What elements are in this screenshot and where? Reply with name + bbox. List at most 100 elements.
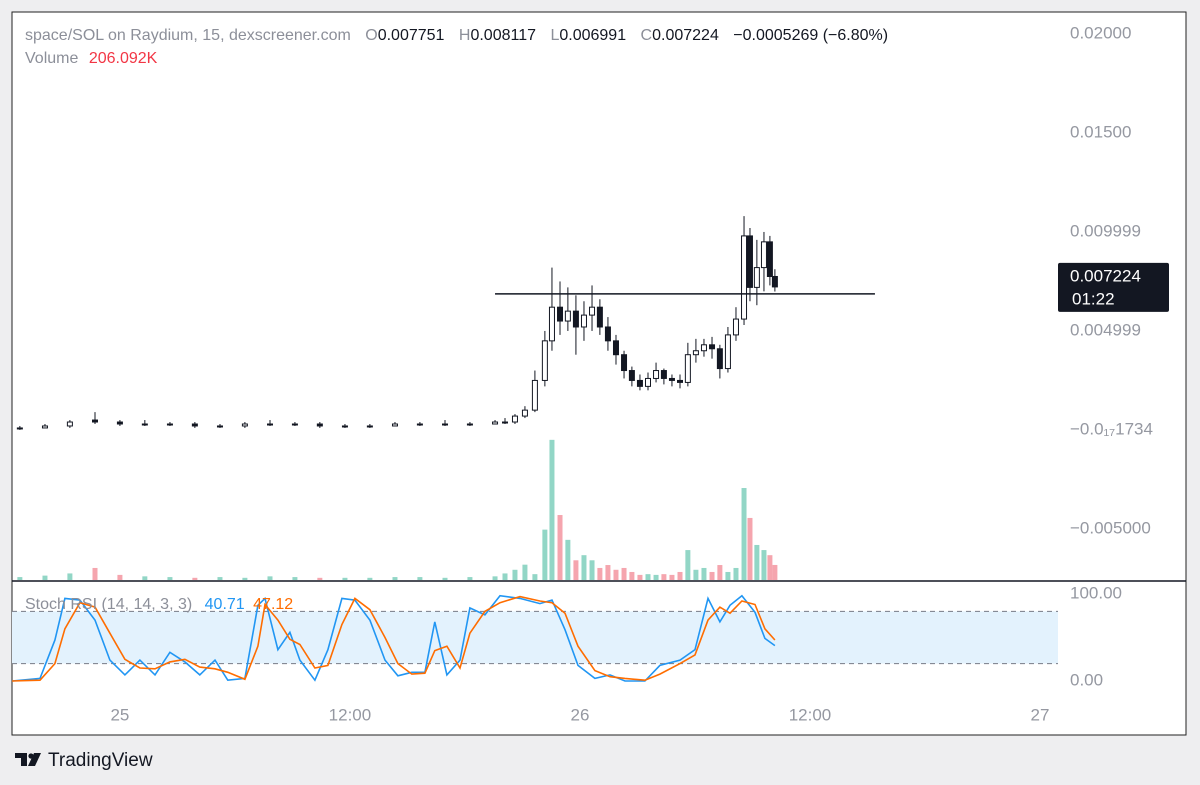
candle-body [660,370,667,379]
legend-value: 0.007224 [652,27,719,44]
legend-key: L [550,27,560,44]
candle-body [366,425,373,428]
indicator-title: Stoch RSI (14, 14, 3, 3) [25,596,193,613]
volume-bar [467,577,473,580]
logo [15,753,41,766]
candle-body [166,423,173,426]
candle-body [91,419,98,423]
volume-bar [367,577,373,580]
volume-bar [767,555,773,580]
volume-bar [621,567,627,580]
volume-bar [709,571,715,580]
volume-bar [761,550,767,580]
volume-bar [217,577,223,580]
legend-value: 0.006991 [559,27,627,44]
candle-body [709,344,716,350]
volume-bar [613,569,619,580]
y-tick-label: −0.0₁₇1734 [1070,419,1153,438]
logo-mark [28,753,41,766]
volume-bar [117,574,123,580]
candle-body [541,340,548,381]
volume-bar [192,577,198,580]
candle-body [16,427,23,430]
candle-body [116,421,123,425]
candle-body [580,314,587,328]
y-tick-label: 0.004999 [1070,320,1141,339]
y-tick-label: 0.00 [1070,671,1103,690]
y-tick-label: 100.00 [1070,583,1122,602]
legend-key: Volume [25,50,79,67]
candle-body [753,267,760,288]
x-tick-label: 12:00 [789,705,832,724]
volume-bar [317,577,323,580]
volume-bar [17,577,23,580]
candle-body [628,370,635,381]
volume-bar [92,567,98,580]
x-tick-label: 12:00 [329,705,372,724]
candle-body [636,379,643,387]
volume-bar [292,577,298,580]
candle-body [589,306,596,316]
candle-body [677,379,684,383]
volume-bar [42,575,48,580]
candle-body [216,425,223,428]
volume-bar [67,573,73,580]
candle-body [466,423,473,426]
band-fill [12,611,1058,664]
candle-body [564,310,571,322]
candle-body [416,423,423,426]
volume-bar [502,573,508,580]
legend-key: C [640,27,653,44]
candle-body [141,423,148,426]
volume-bar [442,577,448,580]
candle-body [391,423,398,427]
candle-body [241,423,248,427]
volume-bar [772,564,778,580]
symbol: space/SOL on Raydium, 15, dexscreener.co… [25,27,351,44]
volume-bar [522,564,528,580]
volume-bar [754,544,760,580]
price-label: 0.007224 [1070,266,1141,285]
volume-bar [725,571,731,580]
legend-key: O [365,27,378,44]
candle-body [341,425,348,428]
volume-bar [557,515,563,580]
volume-bar [653,574,659,580]
candle-body [521,409,528,417]
candle-body [531,379,538,411]
candle-body [442,423,449,426]
candle-body [316,423,323,427]
legend-value: 0.007751 [377,27,445,44]
volume-bar [342,577,348,580]
candle-body [760,241,767,269]
volume-bar [167,577,173,580]
candle-body [724,334,731,370]
volume-bar [542,529,548,580]
candle-body [746,235,753,288]
stoch-line [11,594,776,682]
volume-bar [629,571,635,580]
candle-body [700,344,707,352]
candle-body [548,306,555,342]
legend-key: H [458,27,471,44]
volume-bar [549,439,555,580]
candle-body [653,370,660,379]
candle-body [572,310,579,328]
candle-body [741,235,748,320]
candle-body [612,340,619,356]
candles [16,216,778,580]
volume-bar [637,574,643,580]
volume-legend: Volume 206.092K [25,50,157,68]
candle-body [644,377,651,387]
legend-value: 40.71 [204,596,245,613]
volume-bar [685,550,691,580]
volume-bar [532,574,538,580]
volume-bar [605,565,611,580]
candle-body [41,425,48,429]
stoch-legend: Stoch RSI (14, 14, 3, 3) 40.71 47.12 [25,596,293,614]
candle-body [596,306,603,328]
stoch-line [11,595,776,682]
legend-value: 47.12 [253,596,294,613]
